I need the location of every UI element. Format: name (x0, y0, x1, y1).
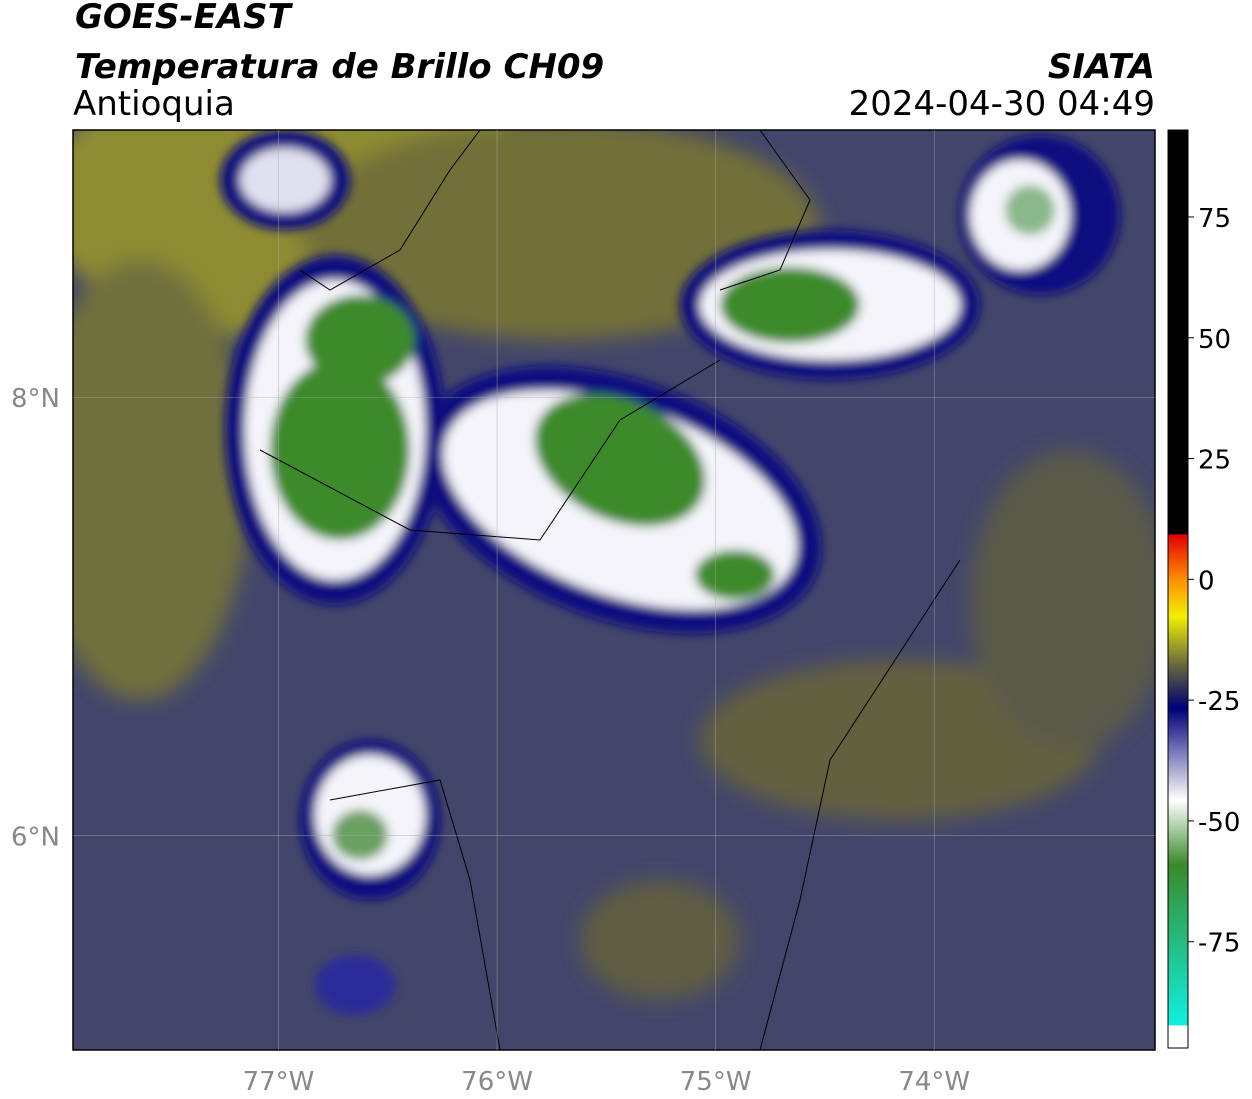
y-tick-label: 8°N (11, 384, 60, 414)
colorbar-tick-label: -25 (1198, 687, 1240, 717)
datetime: 2024-04-30 04:49 (849, 84, 1155, 124)
map-image (73, 130, 1155, 1050)
colorbar-tick-label: -75 (1198, 929, 1240, 959)
map-frame (72, 129, 1156, 1051)
region: Antioquia (73, 84, 235, 124)
colorbar-tick-label: 25 (1198, 446, 1231, 476)
x-tick-label: 75°W (680, 1067, 752, 1097)
source: SIATA (1048, 47, 1155, 87)
product-title: Temperatura de Brillo CH09 (75, 47, 604, 87)
colorbar-tick-label: -50 (1198, 808, 1240, 838)
colorbar-tick-label: 75 (1198, 204, 1231, 234)
x-tick-label: 76°W (461, 1067, 533, 1097)
x-tick-label: 74°W (898, 1067, 970, 1097)
x-tick-label: 77°W (243, 1067, 315, 1097)
colorbar-tick-label: 50 (1198, 325, 1231, 355)
y-tick-label: 6°N (11, 822, 60, 852)
satellite-title: GOES-EAST (75, 0, 294, 37)
colorbar (1167, 129, 1189, 1049)
colorbar-tick-label: 0 (1198, 566, 1215, 596)
